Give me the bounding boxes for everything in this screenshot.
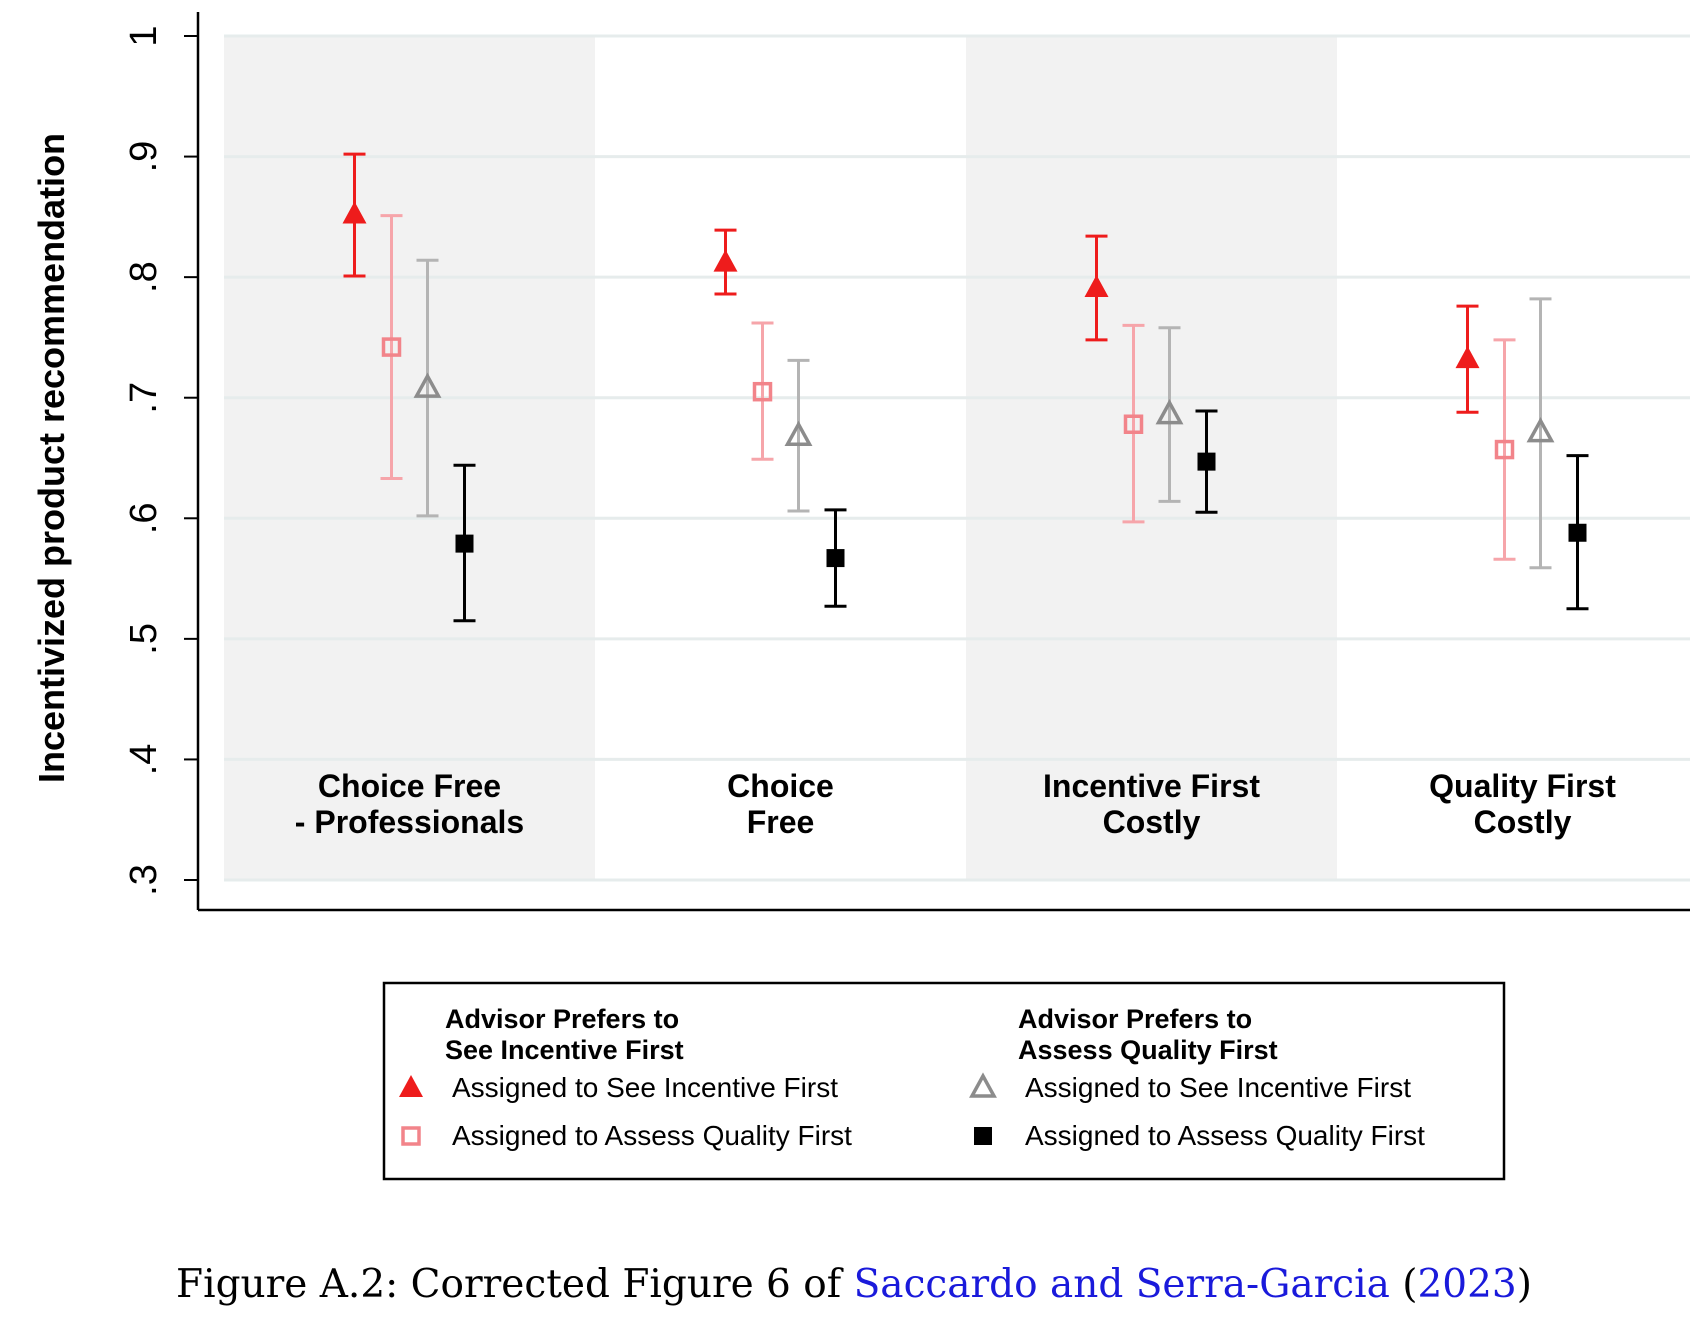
point-marker (381, 337, 402, 357)
y-tick-label: .3 (123, 864, 165, 896)
point-marker (1568, 523, 1587, 542)
legend-marker-1 (399, 1075, 423, 1097)
point-marker (784, 420, 813, 447)
legend-entry-4: Assigned to Assess Quality First (1025, 1120, 1425, 1151)
legend-heading-1-line-2: See Incentive First (445, 1035, 684, 1065)
point-marker (752, 381, 773, 402)
legend-marker-4 (974, 1127, 992, 1145)
panel-label-2-line-2: Free (747, 804, 815, 840)
y-tick-label: .9 (123, 141, 165, 173)
point-marker (1494, 439, 1515, 460)
series-4 (453, 409, 1589, 623)
legend-entry-1: Assigned to See Incentive First (452, 1072, 838, 1103)
legend-heading-1-line-1: Advisor Prefers to (445, 1004, 679, 1034)
point-marker (1123, 414, 1144, 434)
panel-label-3-line-2: Costly (1103, 804, 1201, 840)
panel-label-2-line-1: Choice (727, 768, 834, 804)
y-tick-label: .8 (123, 261, 165, 293)
panel-background-3 (966, 37, 1337, 880)
y-tick-label: .4 (123, 744, 165, 776)
point-marker (1084, 275, 1109, 298)
point-marker (713, 249, 738, 272)
legend-heading-2-line-2: Assess Quality First (1018, 1035, 1278, 1065)
figure-caption: Figure A.2: Corrected Figure 6 of Saccar… (0, 1262, 1708, 1307)
gridlines (224, 34, 1690, 882)
point-marker (1197, 452, 1216, 471)
panel-label-1-line-1: Choice Free (318, 768, 501, 804)
series-1 (342, 152, 1480, 414)
y-tick-labels: .3 .4 .5 .6 .7 .8 .9 1 (123, 25, 165, 895)
y-tick-label: .5 (123, 623, 165, 655)
point-marker (1155, 398, 1184, 425)
point-marker (1526, 417, 1555, 443)
point-marker (342, 201, 367, 224)
citation-link-authors[interactable]: Saccardo and Serra-Garcia (853, 1262, 1390, 1307)
panel-label-1-line-2: - Professionals (295, 804, 524, 840)
data-marks (342, 152, 1589, 623)
citation-link-year[interactable]: 2023 (1417, 1262, 1517, 1307)
panel-backgrounds (224, 37, 1337, 880)
point-marker (455, 534, 474, 553)
panel-label-4-line-1: Quality First (1429, 768, 1616, 804)
point-marker (413, 372, 442, 398)
caption-paren-close: ) (1516, 1262, 1532, 1307)
chart: .3 .4 .5 .6 .7 .8 .9 1 Incentivized product rec… (31, 12, 1690, 1181)
legend-marker-2 (401, 1126, 421, 1146)
point-marker (1455, 346, 1480, 369)
axes (184, 12, 1690, 912)
series-3 (413, 258, 1555, 570)
y-axis-label: Incentivized product recommendation (31, 133, 72, 783)
panel-background-1 (224, 37, 595, 880)
legend-entry-3: Assigned to See Incentive First (1025, 1072, 1411, 1103)
y-tick-label: 1 (123, 25, 165, 46)
legend-box (382, 981, 1506, 1181)
caption-paren-open: ( (1389, 1262, 1418, 1307)
y-tick-label: .6 (123, 502, 165, 534)
panel-label-4-line-2: Costly (1474, 804, 1572, 840)
legend-heading-2-line-1: Advisor Prefers to (1018, 1004, 1252, 1034)
point-marker (826, 549, 845, 568)
panel-label-3-line-1: Incentive First (1043, 768, 1260, 804)
legend-marker-3 (969, 1072, 997, 1098)
series-2 (380, 214, 1516, 561)
y-tick-label: .7 (123, 382, 165, 414)
caption-prefix: Figure A.2: Corrected Figure 6 of (176, 1262, 854, 1307)
legend-entry-2: Assigned to Assess Quality First (452, 1120, 852, 1151)
